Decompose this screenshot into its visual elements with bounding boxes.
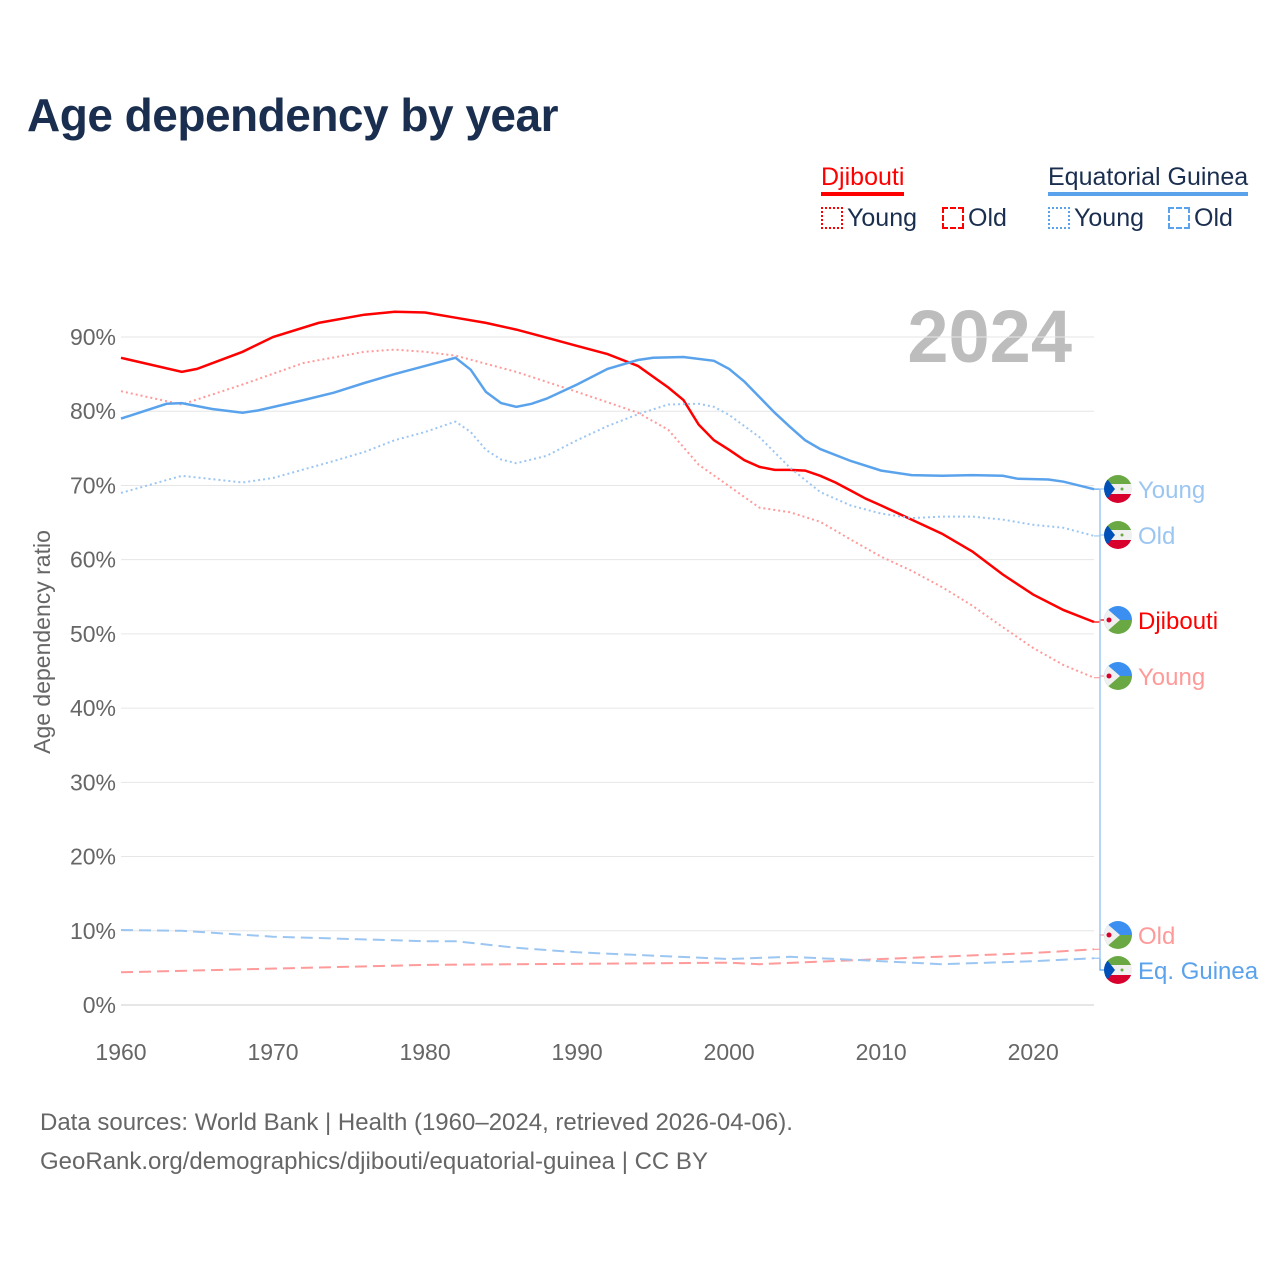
series-end-label: Young: [1138, 664, 1205, 691]
dashed-swatch-icon: [1168, 207, 1190, 229]
flag-white: [1104, 484, 1132, 494]
flag-body: [1104, 956, 1132, 984]
label-connector: [1094, 488, 1104, 971]
legend-djibouti-old: Old: [942, 204, 1007, 233]
dotted-swatch-icon: [1048, 207, 1070, 229]
series-line-djibouti: [120, 310, 1095, 624]
flag-red: [1104, 540, 1132, 549]
y-axis-label: Age dependency ratio: [29, 530, 55, 754]
djibouti-flag-icon: [1104, 662, 1132, 690]
legend-label: Young: [1074, 204, 1144, 232]
y-tick-label: 50%: [70, 621, 116, 647]
legend-djibouti-young: Young: [821, 204, 917, 233]
equatorial-guinea-flag-icon: [1104, 956, 1132, 984]
flag-triangle: [1104, 475, 1115, 503]
plot-area: 2024 Age dependency ratio 0%10%20%30%40%…: [29, 295, 1259, 1065]
x-tick-label: 1970: [247, 1039, 298, 1065]
flag-green: [1104, 956, 1132, 965]
series-line-djibouti-young: [120, 348, 1095, 679]
x-tick-label: 1980: [399, 1039, 450, 1065]
flag-star: [1106, 932, 1112, 938]
flag-white: [1104, 965, 1132, 975]
flag-emblem: [1120, 968, 1124, 972]
flag-triangle: [1104, 662, 1120, 690]
legend-eqguinea-header: Equatorial Guinea: [1048, 163, 1249, 196]
flag-body: [1104, 606, 1132, 634]
y-tick-label: 70%: [70, 472, 116, 498]
legend-eqguinea-young: Young: [1048, 204, 1144, 233]
y-tick-label: 20%: [70, 844, 116, 870]
series-end-label: Old: [1138, 923, 1175, 950]
x-tick-label: 2010: [856, 1039, 907, 1065]
dotted-swatch-icon: [821, 207, 843, 229]
flag-triangle: [1104, 956, 1115, 984]
footer-link[interactable]: GeoRank.org/demographics/djibouti/equato…: [40, 1148, 708, 1175]
flag-body: [1104, 521, 1132, 549]
label-connector: [1094, 934, 1104, 950]
flag-green: [1104, 475, 1132, 484]
footer-sources: Data sources: World Bank | Health (1960–…: [40, 1109, 793, 1136]
label-connector: [1094, 619, 1104, 623]
legend-label: Old: [968, 204, 1007, 232]
x-tick-label: 1960: [95, 1039, 146, 1065]
y-tick-label: 10%: [70, 918, 116, 944]
label-connector: [1094, 534, 1104, 959]
x-tick-label: 2020: [1008, 1039, 1059, 1065]
y-tick-label: 40%: [70, 695, 116, 721]
flag-white: [1104, 530, 1132, 540]
flag-body: [1104, 475, 1132, 503]
legend-djibouti-name: Djibouti: [821, 163, 905, 196]
flag-star: [1106, 617, 1112, 623]
y-tick-label: 60%: [70, 547, 116, 573]
flag-triangle: [1104, 521, 1115, 549]
series-line-eq-guinea-young: [120, 402, 1095, 537]
flag-body: [1104, 921, 1132, 949]
djibouti-flag-icon: [1104, 921, 1132, 949]
flag-emblem: [1120, 487, 1124, 491]
djibouti-flag-icon: [1104, 606, 1132, 634]
series-line-djibouti-old: [120, 948, 1095, 974]
page-title: Age dependency by year: [27, 89, 558, 141]
flag-green: [1104, 521, 1132, 530]
flag-emblem: [1120, 533, 1124, 537]
series-end-label: Young: [1138, 477, 1205, 504]
flag-red: [1104, 494, 1132, 503]
y-tick-label: 30%: [70, 769, 116, 795]
flag-star: [1106, 673, 1112, 679]
equatorial-guinea-flag-icon: [1104, 521, 1132, 549]
y-tick-label: 0%: [83, 992, 116, 1018]
series-line-eq-guinea-old: [120, 929, 1095, 966]
series-end-label: Djibouti: [1138, 608, 1218, 635]
x-tick-label: 1990: [552, 1039, 603, 1065]
equatorial-guinea-flag-icon: [1104, 475, 1132, 503]
series-end-label: Old: [1138, 523, 1175, 550]
series-end-label: Eq. Guinea: [1138, 958, 1259, 985]
series-line-eq-guinea: [120, 355, 1095, 491]
x-tick-label: 2000: [704, 1039, 755, 1065]
label-connector: [1094, 488, 1104, 537]
legend-label: Old: [1194, 204, 1233, 232]
legend-label: Young: [847, 204, 917, 232]
flag-triangle: [1104, 921, 1120, 949]
flag-red: [1104, 975, 1132, 984]
dashed-swatch-icon: [942, 207, 964, 229]
flag-body: [1104, 662, 1132, 690]
y-tick-label: 80%: [70, 398, 116, 424]
legend-eqguinea-name: Equatorial Guinea: [1048, 163, 1249, 196]
y-tick-label: 90%: [70, 324, 116, 350]
flag-triangle: [1104, 606, 1120, 634]
legend-djibouti-header: Djibouti: [821, 163, 905, 196]
legend-eqguinea-old: Old: [1168, 204, 1233, 233]
label-connector: [1094, 675, 1104, 679]
